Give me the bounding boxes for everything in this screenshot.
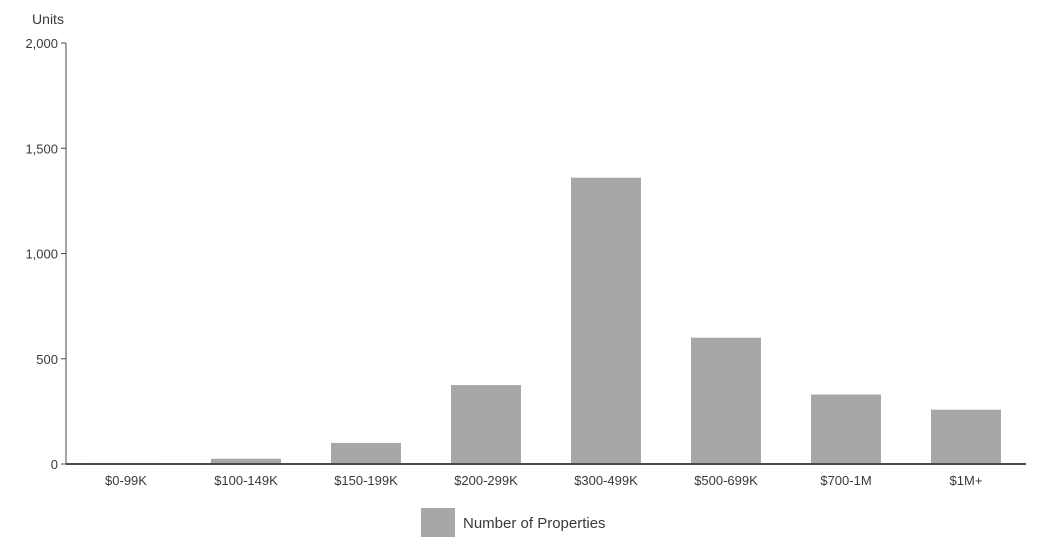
bar: [811, 394, 881, 464]
x-tick-label: $500-699K: [694, 473, 758, 488]
bar: [571, 177, 641, 464]
y-tick-label: 500: [36, 352, 58, 367]
legend-swatch: [421, 508, 455, 537]
x-tick-label: $0-99K: [105, 473, 147, 488]
y-tick-label: 0: [51, 457, 58, 472]
bar: [331, 442, 401, 464]
x-tick-label: $300-499K: [574, 473, 638, 488]
bar: [691, 337, 761, 464]
bar: [451, 385, 521, 464]
bar: [931, 409, 1001, 464]
x-tick-label: $100-149K: [214, 473, 278, 488]
y-axis: 0 500 1,000 1,500 2,000: [25, 36, 67, 472]
y-tick-label: 2,000: [25, 36, 58, 51]
y-axis-title: Units: [32, 11, 64, 27]
y-tick-label: 1,500: [25, 141, 58, 156]
x-axis: $0-99K $100-149K $150-199K $200-299K $300-49…: [66, 463, 1026, 488]
bars: [91, 177, 1001, 464]
x-tick-label: $1M+: [950, 473, 983, 488]
x-tick-label: $700-1M: [820, 473, 871, 488]
legend: Number of Properties: [421, 508, 606, 537]
bar: [211, 458, 281, 464]
legend-label: Number of Properties: [463, 515, 606, 532]
y-tick-label: 1,000: [25, 247, 58, 262]
x-tick-label: $200-299K: [454, 473, 518, 488]
x-tick-label: $150-199K: [334, 473, 398, 488]
